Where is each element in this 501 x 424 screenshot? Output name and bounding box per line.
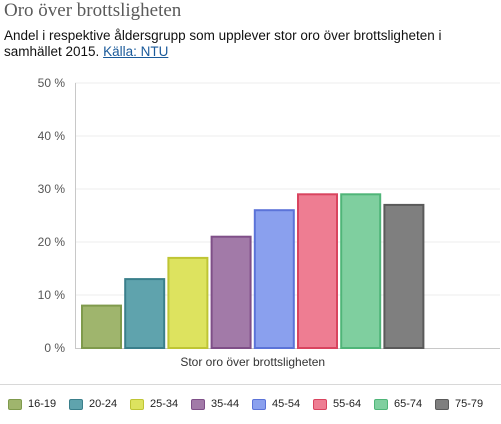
legend-item-35-44[interactable]: 35-44 [191, 398, 239, 410]
chart-subtitle: Andel i respektive åldersgrupp som upple… [4, 28, 498, 60]
legend-label: 55-64 [333, 398, 362, 410]
legend-swatch [374, 398, 388, 410]
legend-swatch [313, 398, 327, 410]
legend-item-20-24[interactable]: 20-24 [69, 398, 117, 410]
legend-swatch [252, 398, 266, 410]
y-tick-label: 50 % [38, 76, 66, 90]
legend-label: 35-44 [211, 398, 240, 410]
y-tick-label: 30 % [38, 182, 66, 196]
legend-swatch [69, 398, 83, 410]
y-tick-label: 0 % [44, 341, 65, 355]
legend-label: 45-54 [272, 398, 301, 410]
legend-item-65-74[interactable]: 65-74 [374, 398, 422, 410]
y-tick-label: 20 % [38, 235, 66, 249]
legend-label: 25-34 [150, 398, 179, 410]
y-tick-label: 10 % [38, 288, 66, 302]
legend-label: 65-74 [394, 398, 423, 410]
bar-20-24 [124, 278, 166, 350]
chart-title: Oro över brottsligheten [4, 0, 182, 21]
bar-chart: 0 % 10 % 20 % 30 % 40 % 50 % Stor oro över bro… [38, 76, 500, 369]
legend-swatch [8, 398, 22, 410]
bar-75-79 [383, 203, 425, 349]
legend-swatch [435, 398, 449, 410]
legend-item-45-54[interactable]: 45-54 [252, 398, 300, 410]
chart-legend: 16-19 20-24 25-34 35-44 45-54 55-64 65-74 75-79 [0, 384, 501, 424]
legend-swatch [130, 398, 144, 410]
bar-16-19 [81, 304, 122, 350]
subtitle-text: Andel i respektive åldersgrupp som upple… [4, 28, 442, 59]
legend-label: 16-19 [28, 398, 57, 410]
legend-item-75-79[interactable]: 75-79 [435, 398, 483, 410]
legend-label: 20-24 [89, 398, 118, 410]
bar-55-64 [297, 193, 338, 349]
legend-item-25-34[interactable]: 25-34 [130, 398, 178, 410]
legend-swatch [191, 398, 205, 410]
bar-25-34 [167, 256, 209, 349]
bar-35-44 [210, 235, 252, 349]
bar-45-54 [253, 209, 295, 349]
legend-item-55-64[interactable]: 55-64 [313, 398, 361, 410]
legend-item-16-19[interactable]: 16-19 [8, 398, 56, 410]
x-category-label: Stor oro över brottsligheten [180, 355, 325, 369]
y-tick-label: 40 % [38, 129, 66, 143]
legend-label: 75-79 [455, 398, 484, 410]
source-link[interactable]: Källa: NTU [103, 44, 169, 59]
bar-65-74 [340, 193, 382, 349]
